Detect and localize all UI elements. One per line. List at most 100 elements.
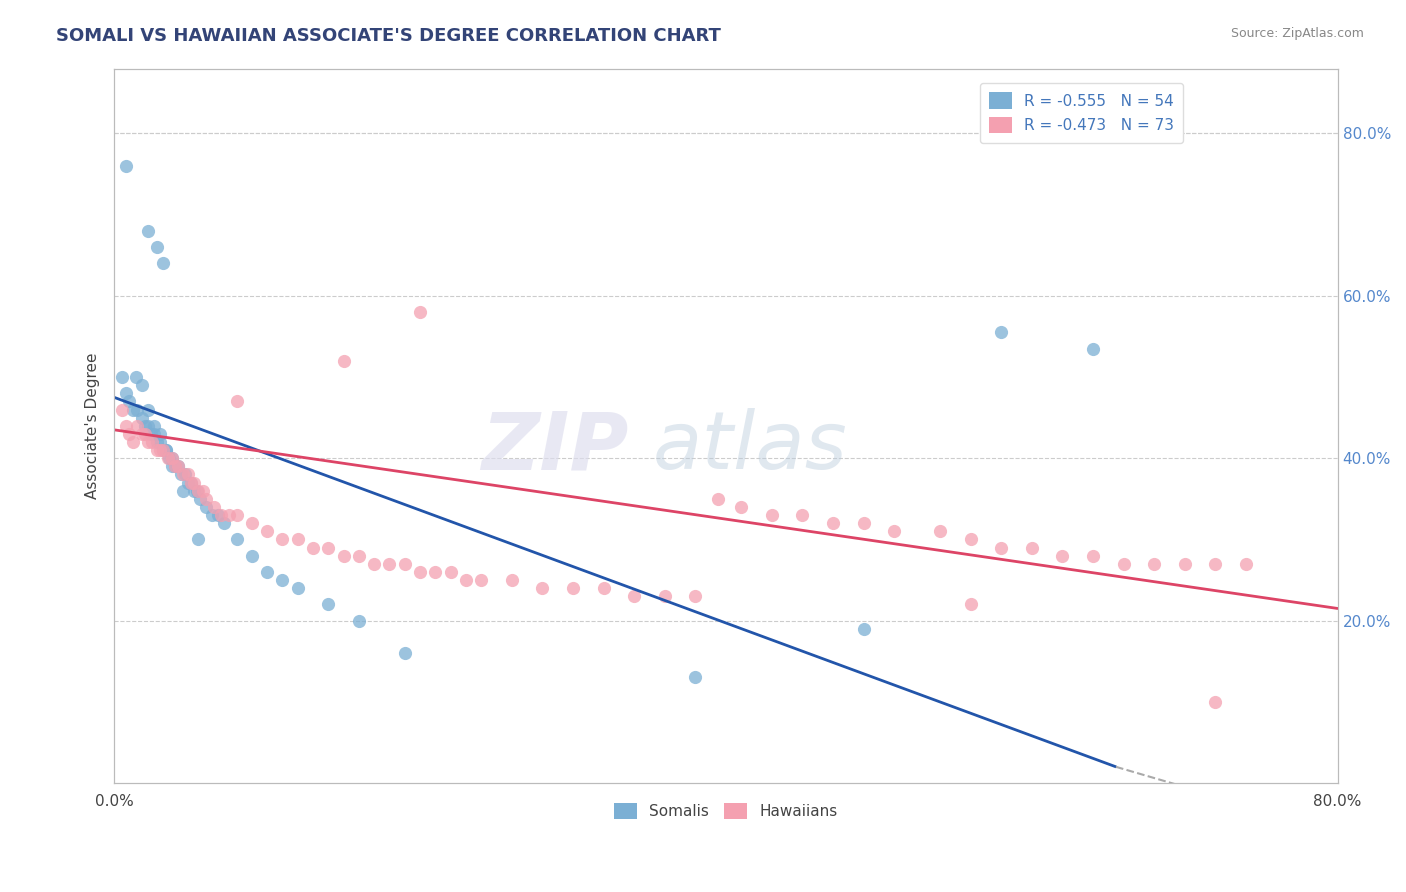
Point [139, 426, 162, 441]
Point [202, 500, 225, 514]
Point [454, 573, 477, 587]
Point [134, 426, 156, 441]
Point [1143, 557, 1166, 571]
Point [592, 581, 614, 595]
Point [1081, 342, 1104, 356]
Point [730, 500, 752, 514]
Point [287, 533, 309, 547]
Point [990, 541, 1012, 555]
Point [187, 483, 209, 498]
Point [173, 467, 195, 482]
Y-axis label: Associate's Degree: Associate's Degree [86, 352, 100, 499]
Point [287, 581, 309, 595]
Point [115, 386, 138, 401]
Point [152, 443, 174, 458]
Point [821, 516, 844, 531]
Point [155, 443, 177, 458]
Point [149, 443, 172, 458]
Point [271, 533, 294, 547]
Point [654, 589, 676, 603]
Point [165, 459, 187, 474]
Point [1112, 557, 1135, 571]
Point [959, 598, 981, 612]
Point [201, 508, 224, 522]
Point [1174, 557, 1197, 571]
Point [271, 573, 294, 587]
Point [180, 475, 202, 490]
Text: Source: ZipAtlas.com: Source: ZipAtlas.com [1230, 27, 1364, 40]
Point [409, 565, 432, 579]
Point [425, 565, 447, 579]
Point [115, 418, 138, 433]
Point [1021, 541, 1043, 555]
Point [180, 475, 202, 490]
Point [115, 159, 138, 173]
Point [1052, 549, 1074, 563]
Point [183, 483, 205, 498]
Text: atlas: atlas [652, 409, 848, 486]
Point [929, 524, 952, 539]
Point [256, 524, 278, 539]
Point [152, 256, 174, 270]
Point [207, 508, 229, 522]
Point [146, 443, 169, 458]
Point [959, 533, 981, 547]
Point [134, 418, 156, 433]
Point [685, 671, 707, 685]
Point [1081, 549, 1104, 563]
Point [225, 394, 247, 409]
Point [162, 451, 184, 466]
Point [707, 491, 730, 506]
Point [214, 516, 236, 531]
Point [347, 549, 370, 563]
Point [142, 418, 165, 433]
Point [136, 418, 159, 433]
Point [111, 370, 134, 384]
Point [152, 443, 174, 458]
Point [240, 516, 263, 531]
Point [363, 557, 385, 571]
Point [136, 224, 159, 238]
Point [347, 614, 370, 628]
Point [761, 508, 783, 522]
Point [176, 467, 198, 482]
Point [225, 508, 247, 522]
Point [852, 516, 875, 531]
Point [167, 459, 190, 474]
Point [146, 435, 169, 450]
Point [852, 622, 875, 636]
Point [1204, 557, 1226, 571]
Point [183, 475, 205, 490]
Point [155, 443, 177, 458]
Point [121, 402, 143, 417]
Point [136, 402, 159, 417]
Point [149, 435, 172, 450]
Point [157, 451, 180, 466]
Point [187, 533, 209, 547]
Point [883, 524, 905, 539]
Point [792, 508, 814, 522]
Point [194, 500, 217, 514]
Point [165, 459, 187, 474]
Point [131, 426, 153, 441]
Point [209, 508, 232, 522]
Point [172, 483, 194, 498]
Point [470, 573, 492, 587]
Text: ZIP: ZIP [481, 409, 628, 486]
Point [162, 451, 184, 466]
Point [142, 426, 165, 441]
Point [316, 598, 339, 612]
Legend: Somalis, Hawaiians: Somalis, Hawaiians [607, 797, 844, 825]
Point [146, 240, 169, 254]
Point [149, 426, 172, 441]
Point [623, 589, 645, 603]
Point [440, 565, 463, 579]
Point [141, 435, 163, 450]
Point [225, 533, 247, 547]
Point [170, 467, 193, 482]
Point [332, 549, 354, 563]
Point [394, 646, 416, 660]
Point [124, 370, 146, 384]
Point [131, 410, 153, 425]
Point [121, 435, 143, 450]
